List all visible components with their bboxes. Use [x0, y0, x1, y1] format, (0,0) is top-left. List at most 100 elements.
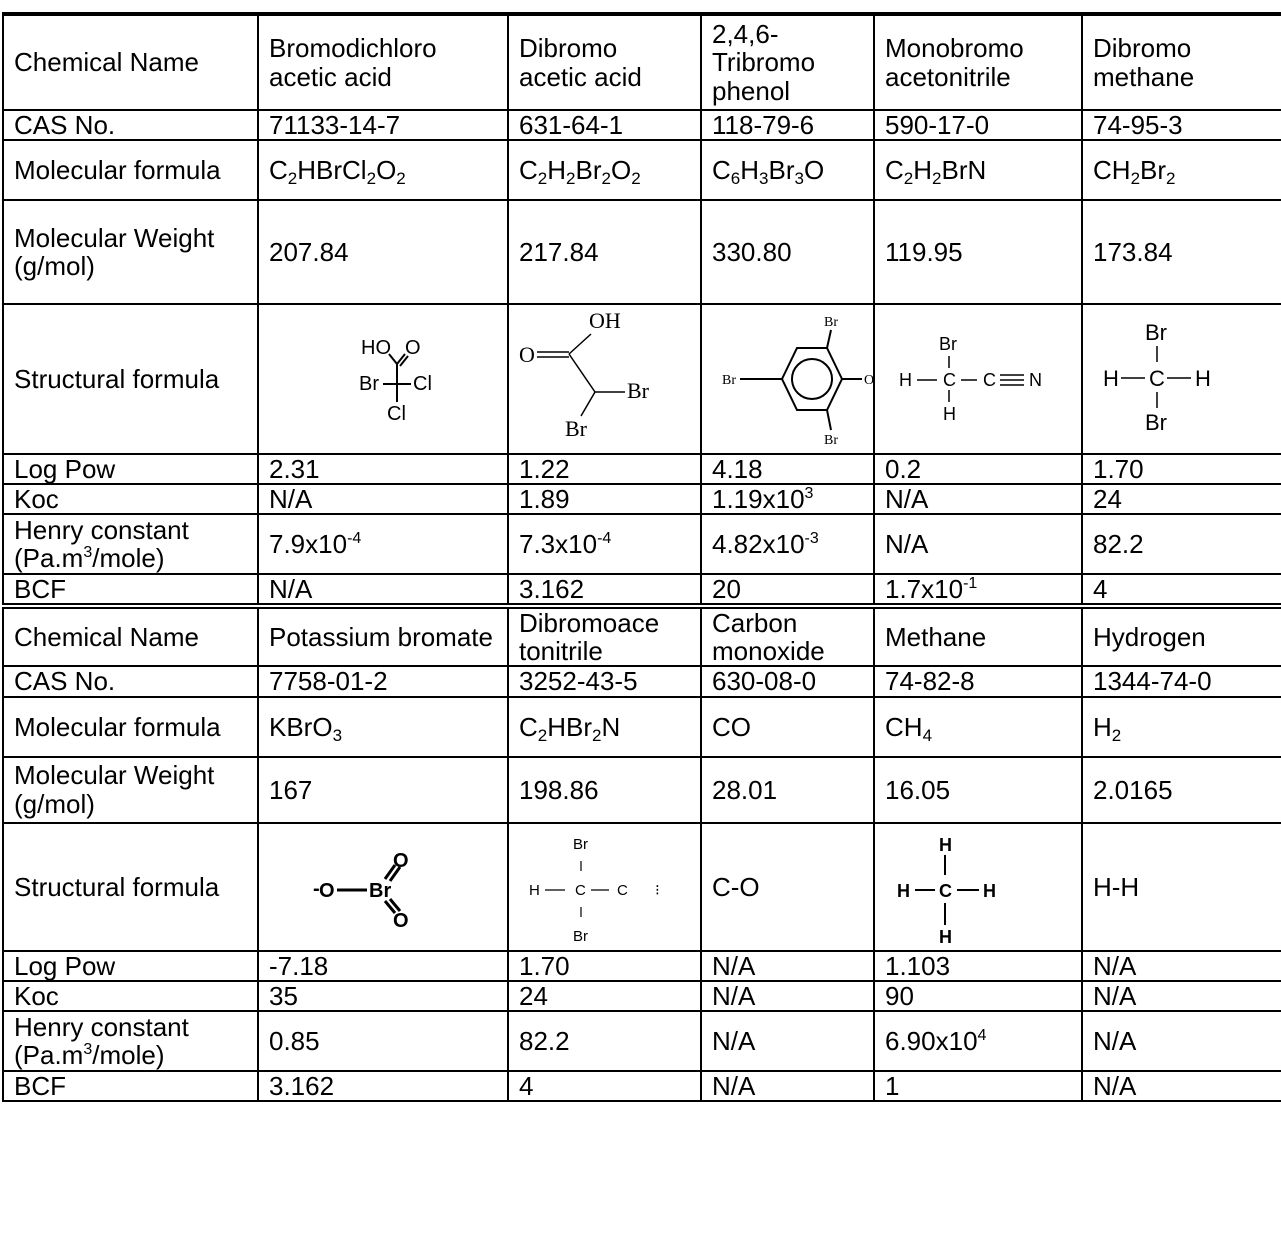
henry-unit-sup: 3 — [83, 544, 93, 562]
text-run: 82.2 — [519, 1025, 570, 1056]
cas-cell: 630-08-0 — [700, 665, 875, 698]
formula-cell: C6H3Br3O — [700, 139, 875, 202]
atom-label: Br — [369, 880, 391, 902]
subscript: 2 — [396, 169, 406, 189]
cas-cell: 71133-14-7 — [257, 108, 509, 142]
structure-hydrogen: H-H — [1081, 821, 1281, 952]
formula-cell: C2HBrCl2O2 — [257, 139, 509, 202]
name-cell: 2,4,6- Tribromo phenol — [700, 12, 875, 111]
bond-lines — [740, 329, 862, 431]
atom-label: O — [393, 850, 409, 872]
atom-label: O — [864, 373, 873, 388]
text-run: C — [712, 155, 731, 186]
text-run: C — [519, 155, 538, 186]
atom-label: H — [897, 881, 910, 901]
cas-cell: 1344-74-0 — [1081, 665, 1281, 698]
henry-cell: 7.3x10-4 — [507, 513, 702, 576]
label-cas-no: CAS No. — [2, 665, 259, 698]
text-run: H — [547, 155, 567, 186]
weight-cell: 173.84 — [1081, 199, 1281, 306]
subscript: 2 — [366, 169, 377, 189]
structure-carbon-monoxide: C-O — [700, 821, 875, 952]
atom-label: Br — [573, 928, 588, 945]
subscript: 2 — [932, 169, 942, 189]
log-pow-cell: -7.18 — [257, 949, 509, 982]
label-molecular-formula: Molecular formula — [2, 139, 259, 202]
row-log-pow-a: Log Pow 2.31 1.22 4.18 0.2 1.70 — [2, 453, 1281, 486]
atom-label: H — [529, 882, 540, 899]
atom-label: Br — [722, 373, 736, 388]
atom-label: H — [1103, 366, 1119, 391]
label-log-pow: Log Pow — [2, 453, 259, 486]
cas-cell: 631-64-1 — [507, 108, 702, 142]
superscript: -4 — [347, 530, 362, 548]
subscript: 3 — [794, 169, 804, 189]
atom-label: C — [617, 882, 628, 899]
log-pow-cell: 1.70 — [507, 949, 702, 982]
structure-monobromoacetonitrile: Br H C C N H — [873, 303, 1083, 456]
name-cell: Dibromo acetic acid — [507, 12, 702, 111]
cas-cell: 3252-43-5 — [507, 665, 702, 698]
bond-lines — [383, 353, 411, 403]
atom-label: ⁝ — [655, 882, 660, 899]
koc-cell: 35 — [257, 979, 509, 1012]
structure-dibromoacetonitrile: Br H C C ⁝ Br — [507, 821, 702, 952]
text-run: H — [1093, 711, 1112, 742]
structure-drawing: OH O Br Br — [519, 308, 650, 441]
henry-unit-text: (Pa.m — [14, 543, 84, 574]
bcf-cell: 20 — [700, 573, 875, 608]
bond-lines — [917, 356, 1024, 403]
text-run: 4 — [1093, 574, 1108, 605]
text-run: CO — [712, 711, 751, 742]
text-run: HBr — [547, 711, 593, 742]
subscript: 2 — [631, 169, 641, 189]
row-structural-formula-b: Structural formula - O Br O O — [2, 821, 1281, 952]
formula-cell: CO — [700, 695, 875, 758]
weight-cell: 28.01 — [700, 755, 875, 824]
text-run: N/A — [1093, 1025, 1137, 1056]
cas-cell: 74-82-8 — [873, 665, 1083, 698]
atom-label: H — [943, 404, 956, 424]
name-cell: Hydrogen — [1081, 603, 1281, 668]
text-run: C — [269, 155, 288, 186]
weight-cell: 207.84 — [257, 199, 509, 306]
koc-cell: 1.89 — [507, 483, 702, 516]
row-molecular-weight-b: Molecular Weight (g/mol) 167 198.86 28.0… — [2, 755, 1281, 824]
superscript: 3 — [804, 485, 814, 503]
row-molecular-weight-a: Molecular Weight (g/mol) 207.84 217.84 3… — [2, 199, 1281, 306]
subscript: 2 — [601, 169, 611, 189]
subscript: 4 — [922, 725, 933, 745]
koc-cell: 24 — [1081, 483, 1281, 516]
text-run: N/A — [269, 484, 313, 515]
text-run: 82.2 — [1093, 529, 1144, 560]
henry-cell: N/A — [700, 1009, 875, 1072]
text-run: CH — [1093, 155, 1131, 186]
weight-cell: 167 — [257, 755, 509, 824]
label-chemical-name: Chemical Name — [2, 12, 259, 111]
atom-label: O — [405, 337, 421, 359]
henry-unit-sup: 3 — [83, 1040, 93, 1058]
row-cas-a: CAS No. 71133-14-7 631-64-1 118-79-6 590… — [2, 108, 1281, 142]
structure-methane: H H C H H — [873, 821, 1083, 952]
row-henry-constant-b: Henry constant (Pa.m3/mole) 0.85 82.2 N/A… — [2, 1009, 1281, 1072]
superscript: -4 — [597, 530, 612, 548]
henry-cell: N/A — [1081, 1009, 1281, 1072]
atom-label: O — [319, 880, 335, 902]
text-run: O — [610, 155, 632, 186]
subscript: 2 — [592, 725, 602, 745]
atom-label: Br — [627, 378, 650, 403]
bcf-cell: 4 — [1081, 573, 1281, 608]
superscript: -3 — [804, 530, 819, 548]
cas-cell: 118-79-6 — [700, 108, 875, 142]
structure-drawing: Br H C H Br — [1103, 320, 1211, 435]
formula-cell: CH2Br2 — [1081, 139, 1281, 202]
text-run: N/A — [269, 574, 313, 605]
atom-label: N — [1029, 370, 1042, 390]
text-run: 0.85 — [269, 1025, 320, 1056]
atom-label: HO — [361, 337, 391, 359]
atom-label: Br — [359, 373, 379, 395]
text-run: O — [376, 155, 397, 186]
weight-cell: 16.05 — [873, 755, 1083, 824]
formula-cell: C2H2Br2O2 — [507, 139, 702, 202]
name-cell: Methane — [873, 603, 1083, 668]
